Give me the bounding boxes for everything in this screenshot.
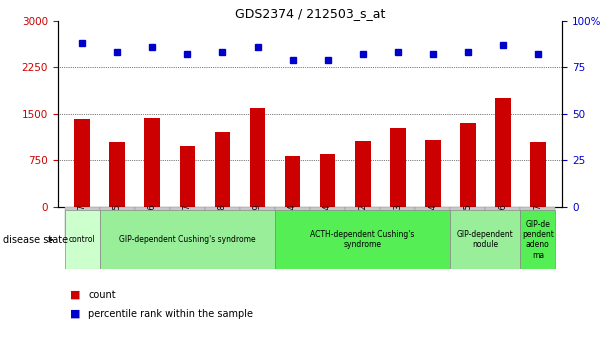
Text: GSM86166: GSM86166 — [148, 204, 157, 245]
Text: GSM93155: GSM93155 — [463, 204, 472, 245]
Bar — [215, 132, 230, 207]
FancyBboxPatch shape — [345, 207, 380, 242]
FancyBboxPatch shape — [100, 207, 135, 242]
FancyArrowPatch shape — [49, 238, 52, 242]
Text: GSM88074: GSM88074 — [323, 204, 332, 245]
FancyBboxPatch shape — [451, 207, 485, 242]
Text: control: control — [69, 235, 95, 244]
Text: GSM86165: GSM86165 — [113, 204, 122, 245]
Text: GIP-dependent
nodule: GIP-dependent nodule — [457, 230, 514, 249]
Bar — [109, 142, 125, 207]
Text: GIP-dependent Cushing's syndrome: GIP-dependent Cushing's syndrome — [119, 235, 256, 244]
Bar — [390, 128, 406, 207]
Bar — [285, 156, 300, 207]
FancyBboxPatch shape — [275, 207, 310, 242]
Bar — [495, 98, 511, 207]
FancyBboxPatch shape — [205, 207, 240, 242]
Bar — [74, 119, 90, 207]
Bar — [250, 108, 266, 207]
Text: GSM93157: GSM93157 — [533, 204, 542, 245]
Text: GSM86167: GSM86167 — [183, 204, 192, 245]
Bar — [425, 140, 441, 207]
Text: GSM93156: GSM93156 — [499, 204, 507, 245]
Text: GSM86434: GSM86434 — [288, 204, 297, 245]
Text: GSM93153: GSM93153 — [393, 204, 402, 245]
FancyBboxPatch shape — [310, 207, 345, 242]
FancyBboxPatch shape — [275, 210, 451, 269]
FancyBboxPatch shape — [520, 207, 555, 242]
FancyBboxPatch shape — [451, 210, 520, 269]
Text: GSM93152: GSM93152 — [358, 204, 367, 245]
Bar — [179, 146, 195, 207]
FancyBboxPatch shape — [240, 207, 275, 242]
Text: ■: ■ — [70, 309, 80, 319]
FancyBboxPatch shape — [485, 207, 520, 242]
FancyBboxPatch shape — [65, 207, 100, 242]
Bar — [354, 141, 370, 207]
Bar — [320, 154, 336, 207]
Text: percentile rank within the sample: percentile rank within the sample — [88, 309, 253, 319]
Bar — [530, 142, 546, 207]
FancyBboxPatch shape — [170, 207, 205, 242]
FancyBboxPatch shape — [380, 207, 415, 242]
Text: ACTH-dependent Cushing's
syndrome: ACTH-dependent Cushing's syndrome — [311, 230, 415, 249]
FancyBboxPatch shape — [135, 207, 170, 242]
Text: ■: ■ — [70, 290, 80, 300]
Text: GSM86168: GSM86168 — [218, 204, 227, 245]
Bar — [460, 123, 475, 207]
FancyBboxPatch shape — [100, 210, 275, 269]
FancyBboxPatch shape — [65, 210, 100, 269]
Text: GIP-de
pendent
adeno
ma: GIP-de pendent adeno ma — [522, 220, 554, 260]
Text: GSM85117: GSM85117 — [78, 204, 87, 245]
Text: GSM86169: GSM86169 — [253, 204, 262, 245]
Text: count: count — [88, 290, 116, 300]
Title: GDS2374 / 212503_s_at: GDS2374 / 212503_s_at — [235, 7, 385, 20]
Text: disease state: disease state — [3, 235, 68, 245]
FancyBboxPatch shape — [520, 210, 555, 269]
FancyBboxPatch shape — [415, 207, 451, 242]
Text: GSM93154: GSM93154 — [428, 204, 437, 245]
Bar — [145, 118, 161, 207]
